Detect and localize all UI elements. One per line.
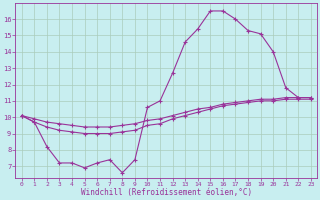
X-axis label: Windchill (Refroidissement éolien,°C): Windchill (Refroidissement éolien,°C) [81, 188, 252, 197]
